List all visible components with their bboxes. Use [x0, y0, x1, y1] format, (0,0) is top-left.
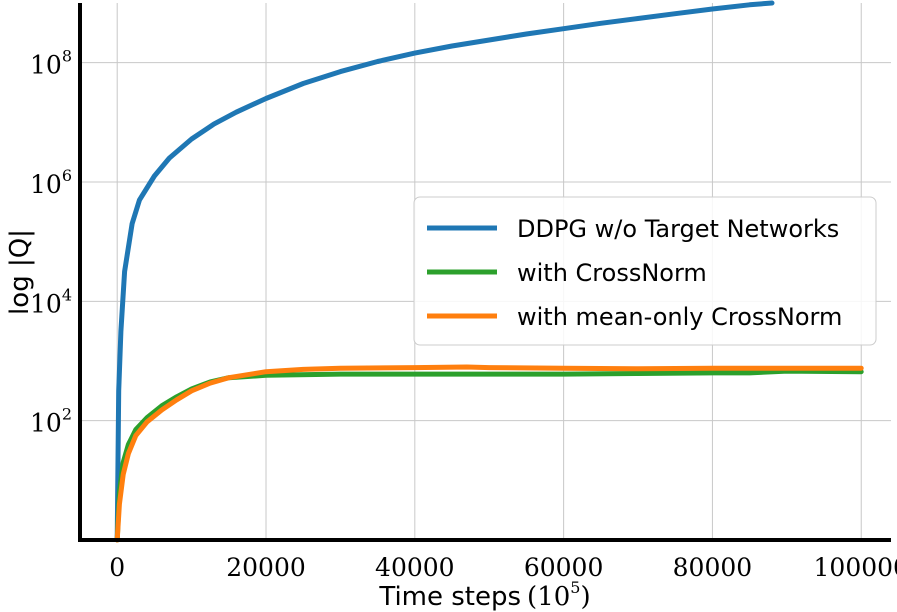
y-tick-label: 102 [30, 405, 72, 438]
x-tick-label: 20000 [226, 553, 306, 582]
legend-label: DDPG w/o Target Networks [517, 215, 839, 243]
legend-label: with CrossNorm [517, 259, 707, 287]
series-line [114, 368, 864, 543]
x-axis-label-text: Time steps [378, 582, 521, 612]
series-lines [114, 0, 864, 543]
y-tick-labels: 102 104 106 108 [30, 47, 72, 438]
legend-box [413, 196, 877, 346]
series-line [114, 364, 864, 543]
legend: DDPG w/o Target Networks with CrossNorm wi… [413, 196, 877, 346]
x-axis-label: Time steps (105) [378, 578, 590, 612]
x-tick-label: 60000 [524, 553, 604, 582]
series-line [114, 0, 775, 543]
x-axis-unit-base: 10 [537, 582, 570, 612]
y-axis-label: log |Q| [5, 229, 35, 315]
x-tick-labels: 0 20000 40000 60000 80000 100000 [109, 553, 897, 582]
legend-label: with mean-only CrossNorm [517, 303, 842, 331]
y-tick-label: 108 [30, 47, 72, 80]
x-tick-label: 100000 [814, 553, 897, 582]
x-tick-label: 40000 [375, 553, 455, 582]
x-tick-label: 80000 [673, 553, 753, 582]
x-tick-label: 0 [109, 553, 125, 582]
y-tick-label: 104 [30, 285, 72, 318]
x-axis-unit-exp: 5 [570, 578, 580, 597]
y-tick-label: 106 [30, 166, 72, 199]
